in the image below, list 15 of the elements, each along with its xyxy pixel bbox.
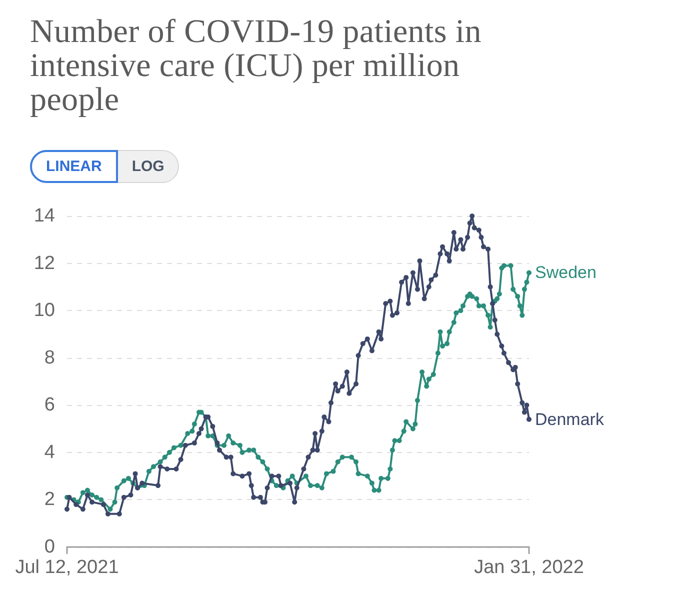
- y-tick-label: 10: [34, 300, 55, 322]
- y-tick-label: 8: [44, 347, 55, 368]
- chart-title: Number of COVID-19 patients in intensive care (ICU) per million people: [30, 14, 482, 118]
- y-tick-label: 14: [34, 206, 56, 226]
- y-tick-label: 12: [34, 252, 55, 274]
- y-tick-label: 0: [44, 536, 55, 558]
- y-tick-label: 6: [44, 394, 55, 416]
- y-tick-label: 2: [44, 489, 55, 510]
- toggle-button: LINEAR: [30, 150, 118, 183]
- x-tick-label: Jan 31, 2022: [474, 557, 584, 578]
- y-tick-label: 4: [44, 442, 56, 463]
- toggle-button: LOG: [118, 150, 180, 183]
- x-tick-label: Jul 12, 2021: [15, 557, 119, 578]
- series-label: Denmark: [535, 410, 604, 429]
- series-label: Sweden: [535, 263, 596, 282]
